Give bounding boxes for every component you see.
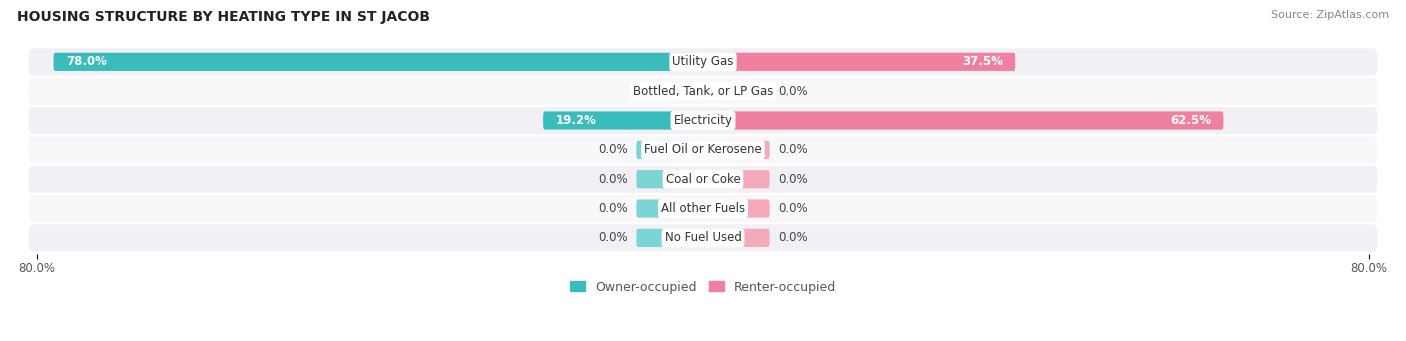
Text: 0.0%: 0.0% bbox=[778, 232, 807, 244]
Text: 0.0%: 0.0% bbox=[778, 143, 807, 157]
FancyBboxPatch shape bbox=[703, 112, 1223, 130]
FancyBboxPatch shape bbox=[703, 229, 769, 247]
Text: 37.5%: 37.5% bbox=[962, 55, 1002, 68]
FancyBboxPatch shape bbox=[28, 136, 1378, 163]
Text: Source: ZipAtlas.com: Source: ZipAtlas.com bbox=[1271, 10, 1389, 20]
Text: 0.0%: 0.0% bbox=[599, 202, 628, 215]
Text: 0.0%: 0.0% bbox=[778, 173, 807, 186]
Text: HOUSING STRUCTURE BY HEATING TYPE IN ST JACOB: HOUSING STRUCTURE BY HEATING TYPE IN ST … bbox=[17, 10, 430, 24]
Text: 19.2%: 19.2% bbox=[555, 114, 596, 127]
Text: 0.0%: 0.0% bbox=[599, 173, 628, 186]
Text: Fuel Oil or Kerosene: Fuel Oil or Kerosene bbox=[644, 143, 762, 157]
Text: Coal or Coke: Coal or Coke bbox=[665, 173, 741, 186]
Text: 0.0%: 0.0% bbox=[778, 202, 807, 215]
FancyBboxPatch shape bbox=[28, 195, 1378, 222]
Text: 62.5%: 62.5% bbox=[1170, 114, 1211, 127]
Text: All other Fuels: All other Fuels bbox=[661, 202, 745, 215]
Text: No Fuel Used: No Fuel Used bbox=[665, 232, 741, 244]
FancyBboxPatch shape bbox=[28, 48, 1378, 75]
FancyBboxPatch shape bbox=[28, 107, 1378, 134]
Text: 0.0%: 0.0% bbox=[599, 232, 628, 244]
Text: Utility Gas: Utility Gas bbox=[672, 55, 734, 68]
FancyBboxPatch shape bbox=[637, 141, 703, 159]
FancyBboxPatch shape bbox=[703, 141, 769, 159]
FancyBboxPatch shape bbox=[28, 78, 1378, 105]
FancyBboxPatch shape bbox=[703, 199, 769, 218]
Text: 0.0%: 0.0% bbox=[778, 85, 807, 98]
FancyBboxPatch shape bbox=[53, 53, 703, 71]
FancyBboxPatch shape bbox=[28, 224, 1378, 251]
Text: 0.0%: 0.0% bbox=[599, 143, 628, 157]
Legend: Owner-occupied, Renter-occupied: Owner-occupied, Renter-occupied bbox=[569, 281, 837, 294]
Text: 78.0%: 78.0% bbox=[66, 55, 107, 68]
Text: 2.8%: 2.8% bbox=[641, 85, 671, 98]
FancyBboxPatch shape bbox=[703, 53, 1015, 71]
FancyBboxPatch shape bbox=[28, 166, 1378, 193]
FancyBboxPatch shape bbox=[679, 82, 703, 100]
FancyBboxPatch shape bbox=[703, 170, 769, 188]
FancyBboxPatch shape bbox=[637, 170, 703, 188]
FancyBboxPatch shape bbox=[637, 199, 703, 218]
FancyBboxPatch shape bbox=[637, 229, 703, 247]
Text: Electricity: Electricity bbox=[673, 114, 733, 127]
FancyBboxPatch shape bbox=[543, 112, 703, 130]
FancyBboxPatch shape bbox=[703, 82, 769, 100]
Text: Bottled, Tank, or LP Gas: Bottled, Tank, or LP Gas bbox=[633, 85, 773, 98]
